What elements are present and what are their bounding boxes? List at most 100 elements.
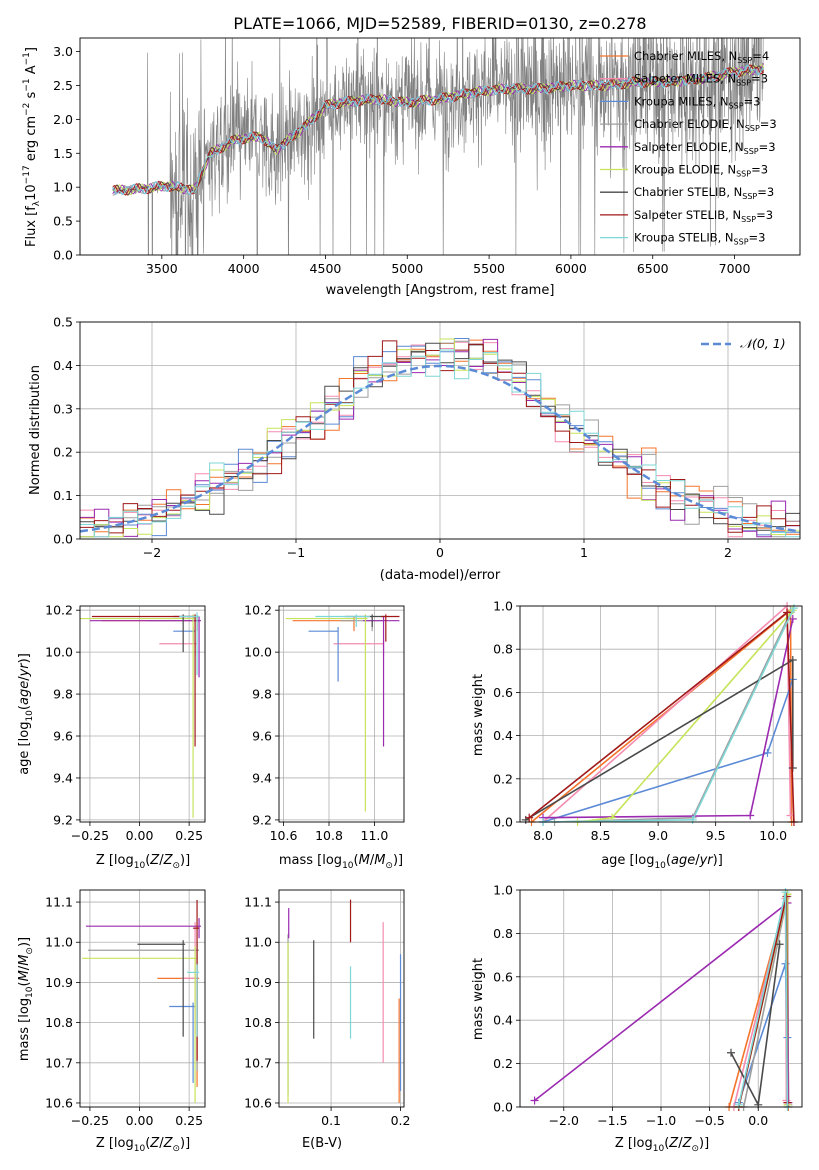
x-tick-label: 4000 <box>228 261 260 276</box>
x-tick-label: 8.0 <box>533 828 553 843</box>
weight-marker <box>746 811 755 820</box>
y-tick-label: 0.0 <box>493 815 513 830</box>
mwage-ylabel: mass weight <box>471 674 486 756</box>
y-tick-label: 9.8 <box>53 687 73 702</box>
age-vs-mass-panel: 10.6 10.8 11.0 9.2 9.4 9.6 9.8 10.0 10.2 <box>244 603 405 843</box>
x-tick-label: 10.0 <box>759 828 787 843</box>
legend-label: Kroupa ELODIE, NSSP=3 <box>634 163 768 179</box>
y-tick-label: 9.8 <box>252 687 272 702</box>
y-tick-label: 1.0 <box>53 180 73 195</box>
x-tick-label: 0.0 <box>748 1113 768 1128</box>
weight-marker <box>525 813 534 822</box>
y-tick-label: 0.4 <box>493 728 513 743</box>
x-tick-label: 6500 <box>637 261 669 276</box>
y-tick-label: 11.1 <box>244 895 272 910</box>
x-tick-label: 8.5 <box>591 828 611 843</box>
figure-title: PLATE=1066, MJD=52589, FIBERID=0130, z=0… <box>233 14 646 33</box>
axes-frame <box>79 889 206 1108</box>
weight-marker <box>688 815 697 824</box>
axes-frame <box>79 37 801 256</box>
weight-marker <box>789 604 798 613</box>
x-tick-label: 0.1 <box>321 1113 341 1128</box>
y-tick-label: 0.2 <box>493 771 513 786</box>
legend-label: Salpeter MILES, NSSP=3 <box>634 72 768 88</box>
histogram-series <box>80 349 800 538</box>
spectrum-data-line <box>112 38 764 255</box>
weight-marker <box>788 656 797 664</box>
mwz-ylabel: mass weight <box>471 958 486 1040</box>
x-tick-label: 0 <box>436 545 444 560</box>
y-tick-label: 9.2 <box>53 812 73 827</box>
y-tick-label: 10.7 <box>244 1055 272 1070</box>
spectrum-model-line <box>112 64 764 195</box>
x-tick-label: −1.0 <box>646 1113 676 1128</box>
x-tick-label: −0.5 <box>694 1113 724 1128</box>
x-tick-label: 0.00 <box>126 828 154 843</box>
y-tick-label: 1.0 <box>493 883 513 898</box>
weight-marker <box>530 1096 539 1105</box>
axes-frame <box>278 889 405 1108</box>
y-tick-label: 0.0 <box>53 248 73 263</box>
legend-label: Salpeter ELODIE, NSSP=3 <box>634 140 776 156</box>
massweight-vs-age-panel: 8.0 8.5 9.0 9.5 10.0 0.0 0.2 0.4 0.6 0.8 1.0 <box>493 599 803 843</box>
y-tick-label: 2.5 <box>53 78 73 93</box>
x-tick-label: −1 <box>287 545 305 560</box>
weight-line <box>577 609 794 823</box>
massweight-vs-metallicity-panel: −2.0 −1.5 −1.0 −0.5 0.0 0.0 0.2 0.4 0.6 0.8 1.0 <box>493 883 803 1128</box>
y-tick-label: 9.6 <box>53 729 73 744</box>
y-tick-label: 2.0 <box>53 112 73 127</box>
legend-label: Chabrier STELIB, NSSP=3 <box>634 185 774 201</box>
spectrum-ylabel: Flux [fλ10−17 erg cm−2 s−1 A−1] <box>22 47 42 247</box>
residual-histogram-panel: −2 −1 0 1 2 0.0 0.1 0.2 0.3 0.4 0.5 𝒩(0, 1) <box>53 315 801 560</box>
x-tick-label: 3500 <box>146 261 178 276</box>
axes-frame <box>278 605 405 823</box>
y-tick-label: 10.0 <box>244 645 272 660</box>
legend-label: Salpeter STELIB, NSSP=3 <box>634 208 773 224</box>
y-tick-label: 1.0 <box>493 599 513 614</box>
x-tick-label: 10.6 <box>270 828 298 843</box>
y-tick-label: 0.4 <box>493 1013 513 1028</box>
y-tick-label: 0.0 <box>53 532 73 547</box>
y-tick-label: 10.8 <box>244 1015 272 1030</box>
y-tick-label: 10.2 <box>45 603 73 618</box>
axes-frame <box>79 605 206 823</box>
y-tick-label: 10.8 <box>45 1015 73 1030</box>
x-tick-label: −0.25 <box>71 828 109 843</box>
weight-marker <box>781 888 790 897</box>
weight-marker <box>763 748 772 757</box>
x-tick-label: 0.2 <box>391 1113 411 1128</box>
weight-marker <box>775 940 784 949</box>
x-tick-label: 0.25 <box>175 828 203 843</box>
y-tick-label: 10.7 <box>45 1055 73 1070</box>
y-tick-label: 11.0 <box>244 935 272 950</box>
spectrum-model-line <box>112 64 765 196</box>
y-tick-label: 10.9 <box>244 975 272 990</box>
y-tick-label: 0.3 <box>53 401 73 416</box>
y-tick-label: 10.6 <box>45 1095 73 1110</box>
spectrum-xlabel: wavelength [Angstrom, rest frame] <box>326 283 555 298</box>
y-tick-label: 11.0 <box>45 935 73 950</box>
y-tick-label: 0.6 <box>493 969 513 984</box>
y-tick-label: 9.6 <box>252 729 272 744</box>
y-tick-label: 10.0 <box>45 645 73 660</box>
y-tick-label: 0.5 <box>53 315 73 330</box>
x-tick-label: 1 <box>580 545 588 560</box>
y-tick-label: 0.6 <box>493 685 513 700</box>
y-tick-label: 10.9 <box>45 975 73 990</box>
legend-label: Kroupa STELIB, NSSP=3 <box>634 231 765 247</box>
mass-vs-metallicity-panel: −0.25 0.00 0.25 10.6 10.7 10.8 10.9 11.0 11.1 <box>45 889 206 1128</box>
errorbar-group <box>81 900 202 1103</box>
y-tick-label: 3.0 <box>53 44 73 59</box>
weight-marker <box>788 614 797 623</box>
residuals-xlabel: (data-model)/error <box>380 568 501 583</box>
y-tick-label: 11.1 <box>45 895 73 910</box>
y-tick-label: 9.2 <box>252 812 272 827</box>
x-tick-label: 4500 <box>310 261 342 276</box>
massebv-xlabel: E(B-V) <box>302 1136 342 1151</box>
spectrum-model-line <box>112 64 764 196</box>
age-vs-metallicity-panel: −0.25 0.00 0.25 9.2 9.4 9.6 9.8 10.0 10.2 <box>45 603 206 843</box>
y-tick-label: 9.4 <box>252 770 272 785</box>
massz-ylabel: mass [log10(M/M⊙)] <box>17 937 35 1061</box>
weight-marker <box>782 1096 791 1105</box>
normal-legend-label: 𝒩(0, 1) <box>740 336 786 351</box>
